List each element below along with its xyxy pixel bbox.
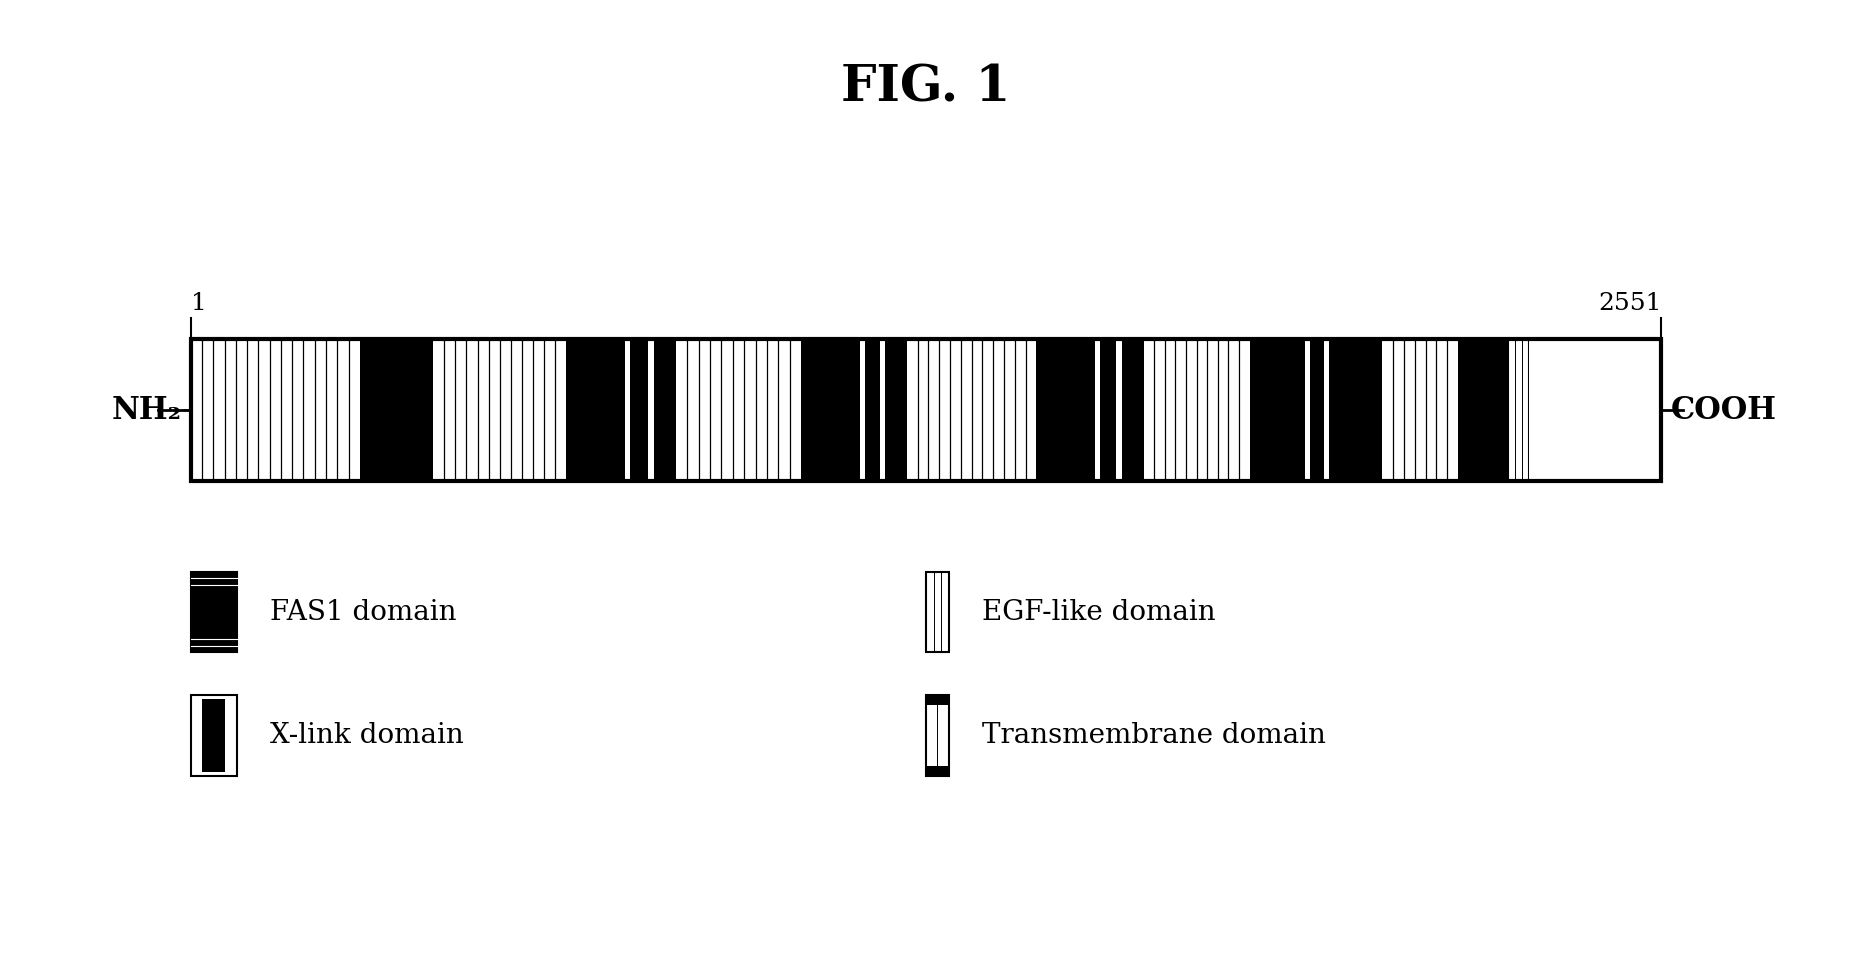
Bar <box>191 339 359 482</box>
Bar <box>191 339 1661 482</box>
Bar <box>191 572 237 652</box>
Bar <box>885 339 907 482</box>
Bar <box>1095 339 1122 482</box>
Bar <box>1100 339 1117 482</box>
Bar <box>926 766 948 776</box>
Text: COOH: COOH <box>1671 395 1776 426</box>
Bar <box>1382 339 1458 482</box>
Bar <box>654 339 676 482</box>
Bar <box>865 339 880 482</box>
Bar <box>926 572 948 652</box>
Bar <box>859 339 885 482</box>
Bar <box>191 339 1661 482</box>
Text: NH₂: NH₂ <box>111 395 181 426</box>
Bar <box>1306 339 1330 482</box>
Bar <box>433 339 565 482</box>
Bar <box>676 339 802 482</box>
Bar <box>359 339 433 482</box>
Bar <box>1458 339 1508 482</box>
Bar <box>907 339 1037 482</box>
Bar <box>926 695 948 776</box>
Bar <box>1250 339 1306 482</box>
Bar <box>1330 339 1382 482</box>
Text: 2551: 2551 <box>1598 293 1661 316</box>
Text: EGF-like domain: EGF-like domain <box>982 598 1215 626</box>
Bar <box>202 699 226 771</box>
Text: X-link domain: X-link domain <box>270 722 463 749</box>
Bar <box>926 695 948 705</box>
Bar <box>565 339 624 482</box>
Text: FAS1 domain: FAS1 domain <box>270 598 456 626</box>
Text: 1: 1 <box>191 293 207 316</box>
Bar <box>1145 339 1250 482</box>
Bar <box>1530 339 1661 482</box>
Bar <box>802 339 859 482</box>
Bar <box>624 339 654 482</box>
Bar <box>630 339 648 482</box>
Bar <box>191 695 237 776</box>
Bar <box>1508 339 1530 482</box>
Text: Transmembrane domain: Transmembrane domain <box>982 722 1326 749</box>
Bar <box>1309 339 1324 482</box>
Text: FIG. 1: FIG. 1 <box>841 64 1011 113</box>
Bar <box>1122 339 1145 482</box>
Bar <box>1037 339 1095 482</box>
